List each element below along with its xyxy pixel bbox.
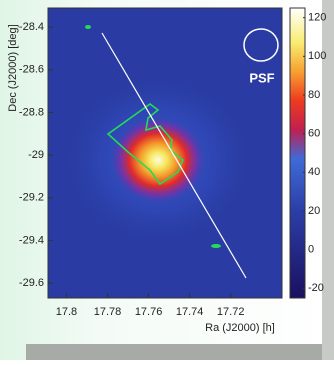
colorbar-tick-label: -20 — [308, 282, 324, 294]
colorbar-tick-label: 0 — [308, 244, 314, 256]
y-tick-label: -28.8 — [19, 106, 44, 118]
colorbar-tick-label: 40 — [308, 166, 320, 178]
sky-map: PSF — [48, 8, 282, 298]
colorbar — [290, 8, 305, 298]
y-tick-label: -29.6 — [19, 277, 44, 289]
x-tick-label: 17.74 — [176, 306, 204, 318]
colorbar-tick-label: 20 — [308, 205, 320, 217]
x-axis-label: Ra (J2000) [h] — [205, 322, 275, 334]
psf-label: PSF — [249, 70, 274, 85]
colorbar-tick-label: 60 — [308, 128, 320, 140]
y-tick-label: -29.2 — [19, 192, 44, 204]
contour — [85, 25, 91, 29]
x-tick-label: 17.78 — [94, 306, 122, 318]
y-tick-label: -28.4 — [19, 21, 44, 33]
x-tick-label: 17.8 — [56, 306, 77, 318]
contour — [211, 244, 221, 248]
shadow — [26, 344, 334, 360]
colorbar-tick-label: 120 — [308, 12, 326, 24]
y-tick-label: -29.4 — [19, 234, 44, 246]
y-tick-label: -29 — [28, 149, 44, 161]
colorbar-tick-label: 80 — [308, 89, 320, 101]
x-tick-label: 17.76 — [135, 306, 163, 318]
colorbar-tick-label: 100 — [308, 50, 326, 62]
y-tick-label: -28.6 — [19, 64, 44, 76]
y-axis-label: Dec (J2000) [deg] — [7, 24, 19, 111]
x-tick-label: 17.72 — [217, 306, 245, 318]
chart: PSF Ra (J2000) [h] Dec (J2000) [deg] 17.… — [0, 0, 334, 360]
